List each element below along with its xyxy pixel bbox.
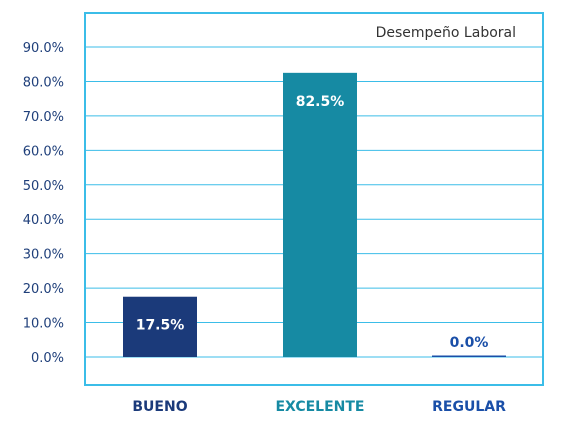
value-label-excelente: 82.5% bbox=[296, 94, 345, 110]
y-tick-label: 40.0% bbox=[23, 213, 64, 228]
plot-frame bbox=[84, 12, 544, 386]
bar-excelente bbox=[283, 72, 357, 357]
value-label-regular: 0.0% bbox=[450, 335, 489, 351]
bar-bueno bbox=[123, 296, 197, 357]
y-tick-label: 30.0% bbox=[23, 248, 64, 263]
category-label-bueno: BUENO bbox=[132, 399, 187, 415]
y-tick-label: 20.0% bbox=[23, 282, 64, 297]
category-label-excelente: EXCELENTE bbox=[275, 399, 364, 415]
y-tick-label: 80.0% bbox=[23, 75, 64, 90]
y-tick-label: 50.0% bbox=[23, 179, 64, 194]
value-labels: 17.5% 82.5% 0.0% bbox=[136, 94, 489, 351]
bars bbox=[123, 72, 506, 357]
y-axis-ticks: 0.0% 10.0% 20.0% 30.0% 40.0% 50.0% 60.0% 70.0% 8… bbox=[23, 41, 64, 366]
x-axis-categories: BUENO EXCELENTE REGULAR bbox=[132, 399, 506, 415]
y-tick-label: 70.0% bbox=[23, 110, 64, 125]
y-tick-label: 10.0% bbox=[23, 317, 64, 332]
y-tick-label: 0.0% bbox=[31, 351, 64, 366]
y-tick-label: 90.0% bbox=[23, 41, 64, 56]
bar-regular bbox=[432, 355, 506, 357]
chart-title: Desempeño Laboral bbox=[376, 25, 516, 41]
category-label-regular: REGULAR bbox=[432, 399, 506, 415]
y-tick-label: 60.0% bbox=[23, 144, 64, 159]
value-label-bueno: 17.5% bbox=[136, 318, 185, 334]
